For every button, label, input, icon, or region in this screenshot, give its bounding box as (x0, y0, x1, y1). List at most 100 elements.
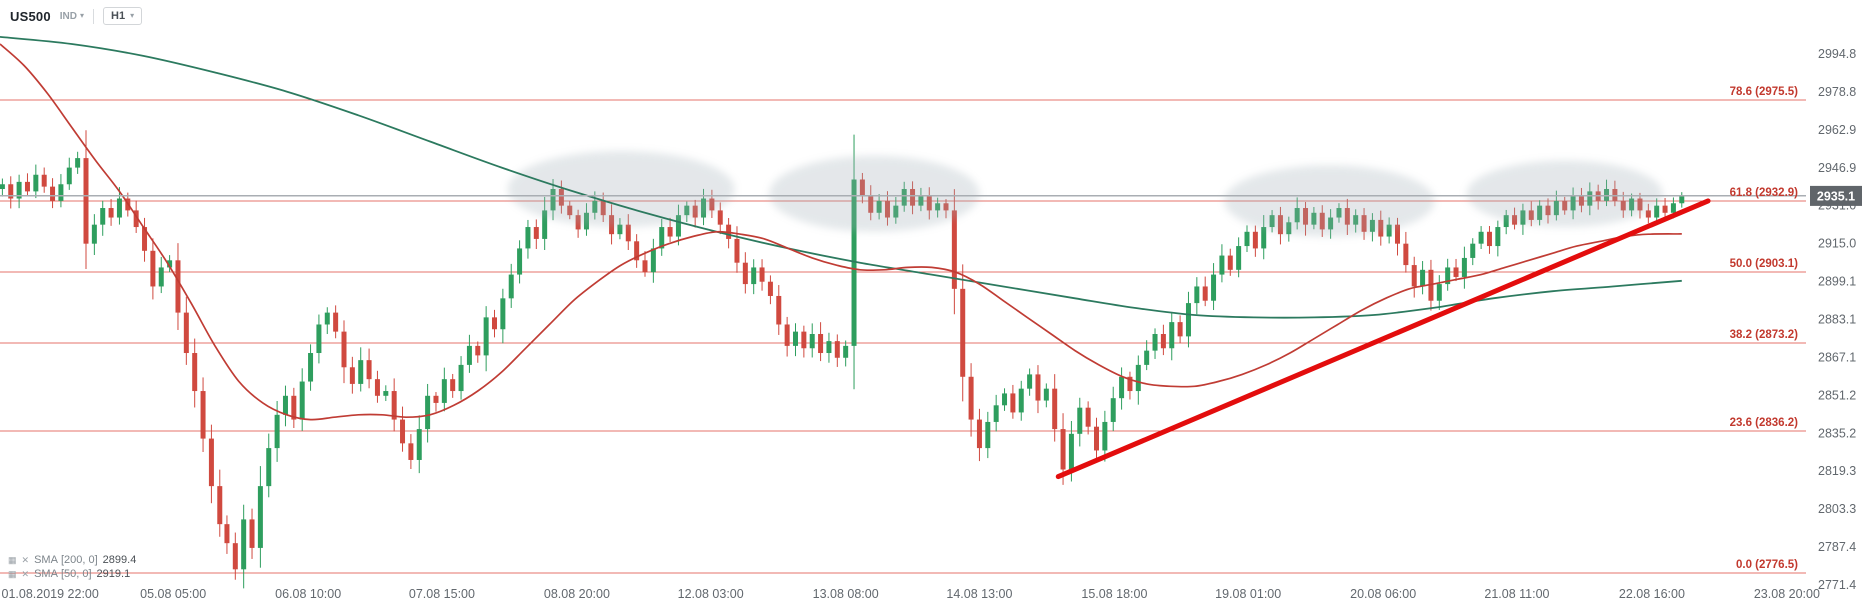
sma-200-line[interactable] (0, 36, 1682, 319)
indicator-name: SMA (34, 568, 58, 580)
candle-body (843, 345, 849, 358)
highlight-ellipse[interactable] (1224, 165, 1435, 237)
highlight-ellipse[interactable] (769, 155, 980, 232)
indicator-value: 2919.1 (96, 568, 131, 580)
highlight-ellipse[interactable] (507, 150, 735, 228)
price-axis[interactable]: 2994.82978.82962.92946.92931.02915.02899… (1810, 47, 1862, 592)
candle-body (1219, 255, 1225, 275)
candle-body (8, 184, 14, 199)
indicator-label: SMA [200, 0] (34, 554, 98, 566)
price-tick-label: 2994.8 (1818, 47, 1856, 61)
highlight-ellipse[interactable] (1466, 160, 1663, 228)
candle-body (299, 381, 305, 420)
time-tick-label: 01.08.2019 22:00 (2, 587, 99, 601)
candle-body (416, 429, 422, 460)
indicator-remove-icon[interactable]: ✕ (21, 554, 30, 565)
indicator-value: 2899.4 (102, 554, 137, 566)
candle-body (75, 158, 81, 168)
indicators-dropdown-label: IND (59, 10, 77, 22)
candle-body (1679, 195, 1685, 204)
indicator-settings-icon[interactable]: ▦ (8, 568, 17, 579)
candle-body (16, 181, 22, 199)
candle-body (617, 224, 623, 235)
current-price-badge (1810, 185, 1862, 206)
candle-body (316, 324, 322, 354)
candle-body (826, 341, 832, 354)
indicator-params: [50, 0] (60, 568, 92, 580)
candle-body (1261, 227, 1267, 249)
indicator-remove-icon[interactable]: ✕ (21, 568, 30, 579)
trendline-drawing[interactable] (1055, 198, 1711, 480)
timeframe-dropdown[interactable]: H1 ▾ (103, 7, 143, 25)
candle-body (1478, 231, 1484, 244)
candle-body (257, 486, 263, 548)
candle-body (158, 267, 164, 287)
time-tick-label: 07.08 15:00 (409, 587, 475, 601)
candle-body (58, 184, 64, 201)
candle-body (1060, 429, 1066, 470)
candle-body (308, 353, 314, 382)
candle-body (1486, 231, 1492, 247)
current-price-badge-value: 2935.1 (1817, 189, 1855, 203)
candle-body (1244, 231, 1250, 247)
fib-labels: 78.6 (2975.5) 61.8 (2932.9) 50.0 (2903.1) 3… (1730, 86, 1799, 571)
candle-body (349, 367, 355, 384)
candle-body (175, 260, 181, 313)
candle-body (634, 241, 640, 261)
candle-body (217, 486, 223, 525)
candle-body (324, 312, 330, 325)
candle-body (1043, 388, 1049, 401)
candle-body (525, 227, 531, 249)
time-axis[interactable]: 01.08.2019 22:00 05.08 05:00 06.08 10:00 07… (2, 587, 1820, 601)
candle-body (391, 391, 397, 420)
candle-body (483, 317, 489, 356)
candle-body (642, 260, 648, 273)
price-tick-label: 2819.3 (1818, 464, 1856, 478)
candle-body (1670, 203, 1676, 213)
candle-body (1403, 243, 1409, 266)
candle-body (1395, 224, 1400, 244)
candle-body (1119, 376, 1125, 399)
chart-toolbar: US500 IND ▾ H1 ▾ (10, 7, 143, 25)
candle-body (834, 341, 840, 358)
toolbar-divider (93, 8, 94, 24)
candle-body (1027, 374, 1033, 389)
candle-body (249, 519, 255, 548)
candle-body (450, 379, 456, 392)
candle-body (466, 345, 472, 365)
indicators-dropdown[interactable]: IND ▾ (60, 11, 84, 22)
indicator-settings-icon[interactable]: ▦ (8, 554, 17, 565)
candle-body (374, 379, 380, 396)
candle-body (742, 262, 748, 285)
time-tick-label: 21.08 11:00 (1484, 587, 1549, 601)
candle-body (282, 395, 288, 415)
candle-body (993, 405, 999, 422)
candle-body (793, 331, 798, 346)
candle-body (751, 267, 757, 285)
candle-body (1654, 205, 1660, 218)
price-tick-label: 2803.3 (1818, 502, 1856, 516)
candle-body (366, 360, 372, 380)
candle-body (1135, 364, 1141, 392)
sma-50-line[interactable] (0, 43, 1682, 421)
candle-body (759, 267, 765, 282)
candle-body (784, 324, 790, 346)
time-tick-label: 12.08 03:00 (678, 587, 744, 601)
candle-body (50, 186, 56, 201)
candle-body (776, 295, 782, 325)
candle-body (659, 227, 665, 249)
candle-body (24, 181, 30, 192)
candle-body (0, 184, 5, 190)
candle-body (1227, 255, 1233, 270)
candle-body (818, 333, 824, 354)
candle-body (108, 208, 114, 218)
candle-body (734, 238, 740, 263)
candle-body (358, 360, 364, 384)
candle-body (408, 443, 414, 460)
price-tick-label: 2851.2 (1818, 388, 1856, 402)
chart-plot-area[interactable] (0, 0, 1806, 609)
fib-label: 0.0 (2776.5) (1736, 559, 1798, 571)
candle-body (542, 210, 548, 239)
candle-body (1386, 224, 1392, 237)
